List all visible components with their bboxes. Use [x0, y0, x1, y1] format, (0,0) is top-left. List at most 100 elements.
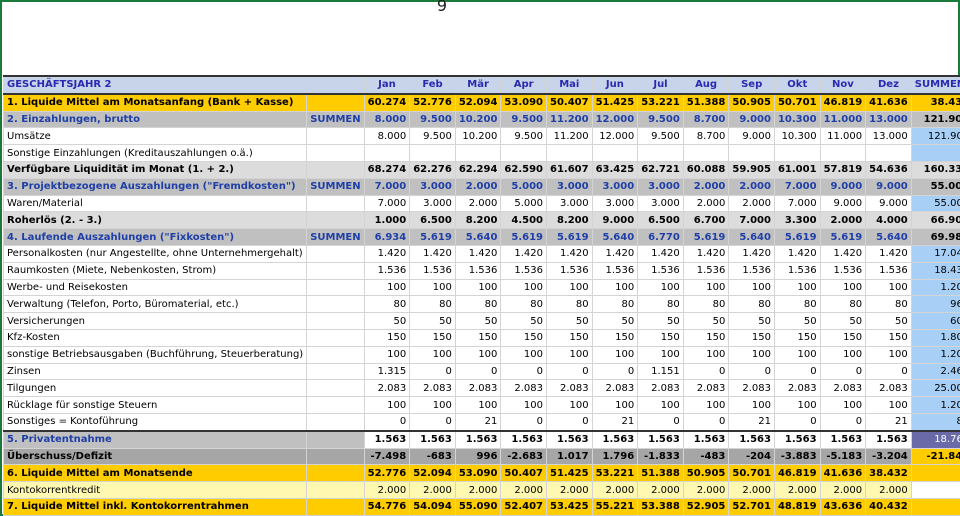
month-value: 1.420 — [454, 244, 502, 263]
month-value: 7.000 — [363, 194, 411, 213]
table-row: 6. Liquide Mittel am Monatsende 52.776 52.… — [2, 464, 960, 483]
month-value: 5.640 — [454, 228, 502, 246]
month-value: 0 — [454, 362, 502, 381]
month-value: 0 — [773, 362, 821, 381]
row-label: Werbe- und Reisekosten — [2, 278, 308, 297]
month-value: 100 — [591, 278, 639, 297]
month-value: -7.498 — [363, 447, 411, 466]
table-row: 2. Einzahlungen, brutto SUMMEN 8.000 9.500 1… — [2, 110, 960, 129]
month-value: 100 — [773, 396, 821, 414]
month-value: 53.090 — [500, 92, 547, 112]
month-value: 80 — [591, 295, 639, 314]
month-value — [682, 144, 730, 162]
month-value: 50 — [409, 312, 456, 330]
row-tag — [306, 92, 365, 112]
month-value: 50.407 — [546, 92, 593, 112]
month-value: 43.636 — [819, 497, 867, 516]
row-label: Roherlös (2. - 3.) — [2, 211, 308, 230]
month-value: 100 — [454, 345, 502, 364]
month-value: 52.094 — [409, 464, 456, 483]
table-row: Kontokorrentkredit 2.000 2.000 2.000 2.000 2.… — [2, 481, 960, 499]
month-header: Mai — [546, 75, 593, 95]
month-value: -204 — [728, 447, 775, 466]
row-label: 6. Liquide Mittel am Monatsende — [2, 464, 308, 483]
month-value: 57.819 — [819, 160, 867, 179]
row-tag — [306, 194, 365, 213]
month-value: 1.536 — [454, 261, 502, 280]
total-header: SUMMEN: — [910, 75, 960, 95]
month-value: 80 — [546, 295, 593, 314]
row-tag — [306, 244, 365, 263]
month-value: 46.819 — [819, 92, 867, 112]
row-total: 121.900 — [910, 127, 960, 146]
month-value: 9.500 — [637, 127, 684, 146]
month-value: 100 — [728, 345, 775, 364]
month-value: 150 — [546, 328, 593, 347]
month-value: 2.000 — [728, 194, 775, 213]
month-value: 2.083 — [865, 379, 912, 398]
month-value: 100 — [363, 345, 411, 364]
month-value: 1.536 — [546, 261, 593, 280]
month-value: 3.000 — [591, 177, 639, 196]
month-header: Jan — [363, 75, 411, 95]
month-value: 150 — [591, 328, 639, 347]
month-value: 2.000 — [454, 481, 502, 499]
month-value: 1.563 — [773, 429, 821, 449]
month-value: 5.619 — [682, 228, 730, 246]
month-value — [546, 144, 593, 162]
month-value: 1.420 — [591, 244, 639, 263]
month-header: Aug — [682, 75, 730, 95]
month-value: 11.000 — [819, 127, 867, 146]
row-tag — [306, 312, 365, 330]
month-value: 54.636 — [865, 160, 912, 179]
month-value: 11.200 — [546, 127, 593, 146]
month-value: 0 — [363, 412, 411, 432]
month-value: 1.563 — [819, 429, 867, 449]
month-value: 150 — [819, 328, 867, 347]
page-number: 9 — [436, 0, 448, 15]
row-total: 960 — [910, 295, 960, 314]
month-value: 150 — [363, 328, 411, 347]
row-label: Raumkosten (Miete, Nebenkosten, Strom) — [2, 261, 308, 280]
month-value: 2.083 — [409, 379, 456, 398]
month-value: 0 — [546, 412, 593, 432]
month-value — [728, 144, 775, 162]
month-value: 100 — [682, 278, 730, 297]
month-value: 150 — [500, 328, 547, 347]
month-value: 80 — [865, 295, 912, 314]
month-value: 2.000 — [363, 481, 411, 499]
month-value: 1.536 — [865, 261, 912, 280]
row-label: Zinsen — [2, 362, 308, 381]
month-value: 150 — [682, 328, 730, 347]
month-value: 9.000 — [591, 211, 639, 230]
month-value: 2.083 — [682, 379, 730, 398]
month-value: 150 — [454, 328, 502, 347]
month-value: 0 — [819, 362, 867, 381]
month-value: 1.563 — [363, 429, 411, 449]
month-value: 100 — [546, 345, 593, 364]
month-value: 5.640 — [728, 228, 775, 246]
month-value: 1.536 — [363, 261, 411, 280]
month-value: 6.770 — [637, 228, 684, 246]
month-value: 51.425 — [591, 92, 639, 112]
month-value: 50 — [546, 312, 593, 330]
month-value: 1.536 — [637, 261, 684, 280]
month-value: 21 — [591, 412, 639, 432]
month-header: Nov — [819, 75, 867, 95]
row-tag — [306, 396, 365, 414]
month-value: 55.090 — [454, 497, 502, 516]
month-value: 80 — [409, 295, 456, 314]
month-value — [363, 144, 411, 162]
row-label: 7. Liquide Mittel inkl. Kontokorrentrahm… — [2, 497, 308, 516]
month-value: 100 — [637, 345, 684, 364]
month-value: 1.420 — [546, 244, 593, 263]
month-value: 100 — [500, 345, 547, 364]
month-value: 9.500 — [637, 110, 684, 129]
month-value: 1.563 — [591, 429, 639, 449]
month-value — [637, 144, 684, 162]
row-total: -21.842 — [910, 447, 960, 466]
row-label: Kfz-Kosten — [2, 328, 308, 347]
month-value: 8.700 — [682, 110, 730, 129]
month-value: 12.000 — [591, 110, 639, 129]
month-value: 54.094 — [409, 497, 456, 516]
